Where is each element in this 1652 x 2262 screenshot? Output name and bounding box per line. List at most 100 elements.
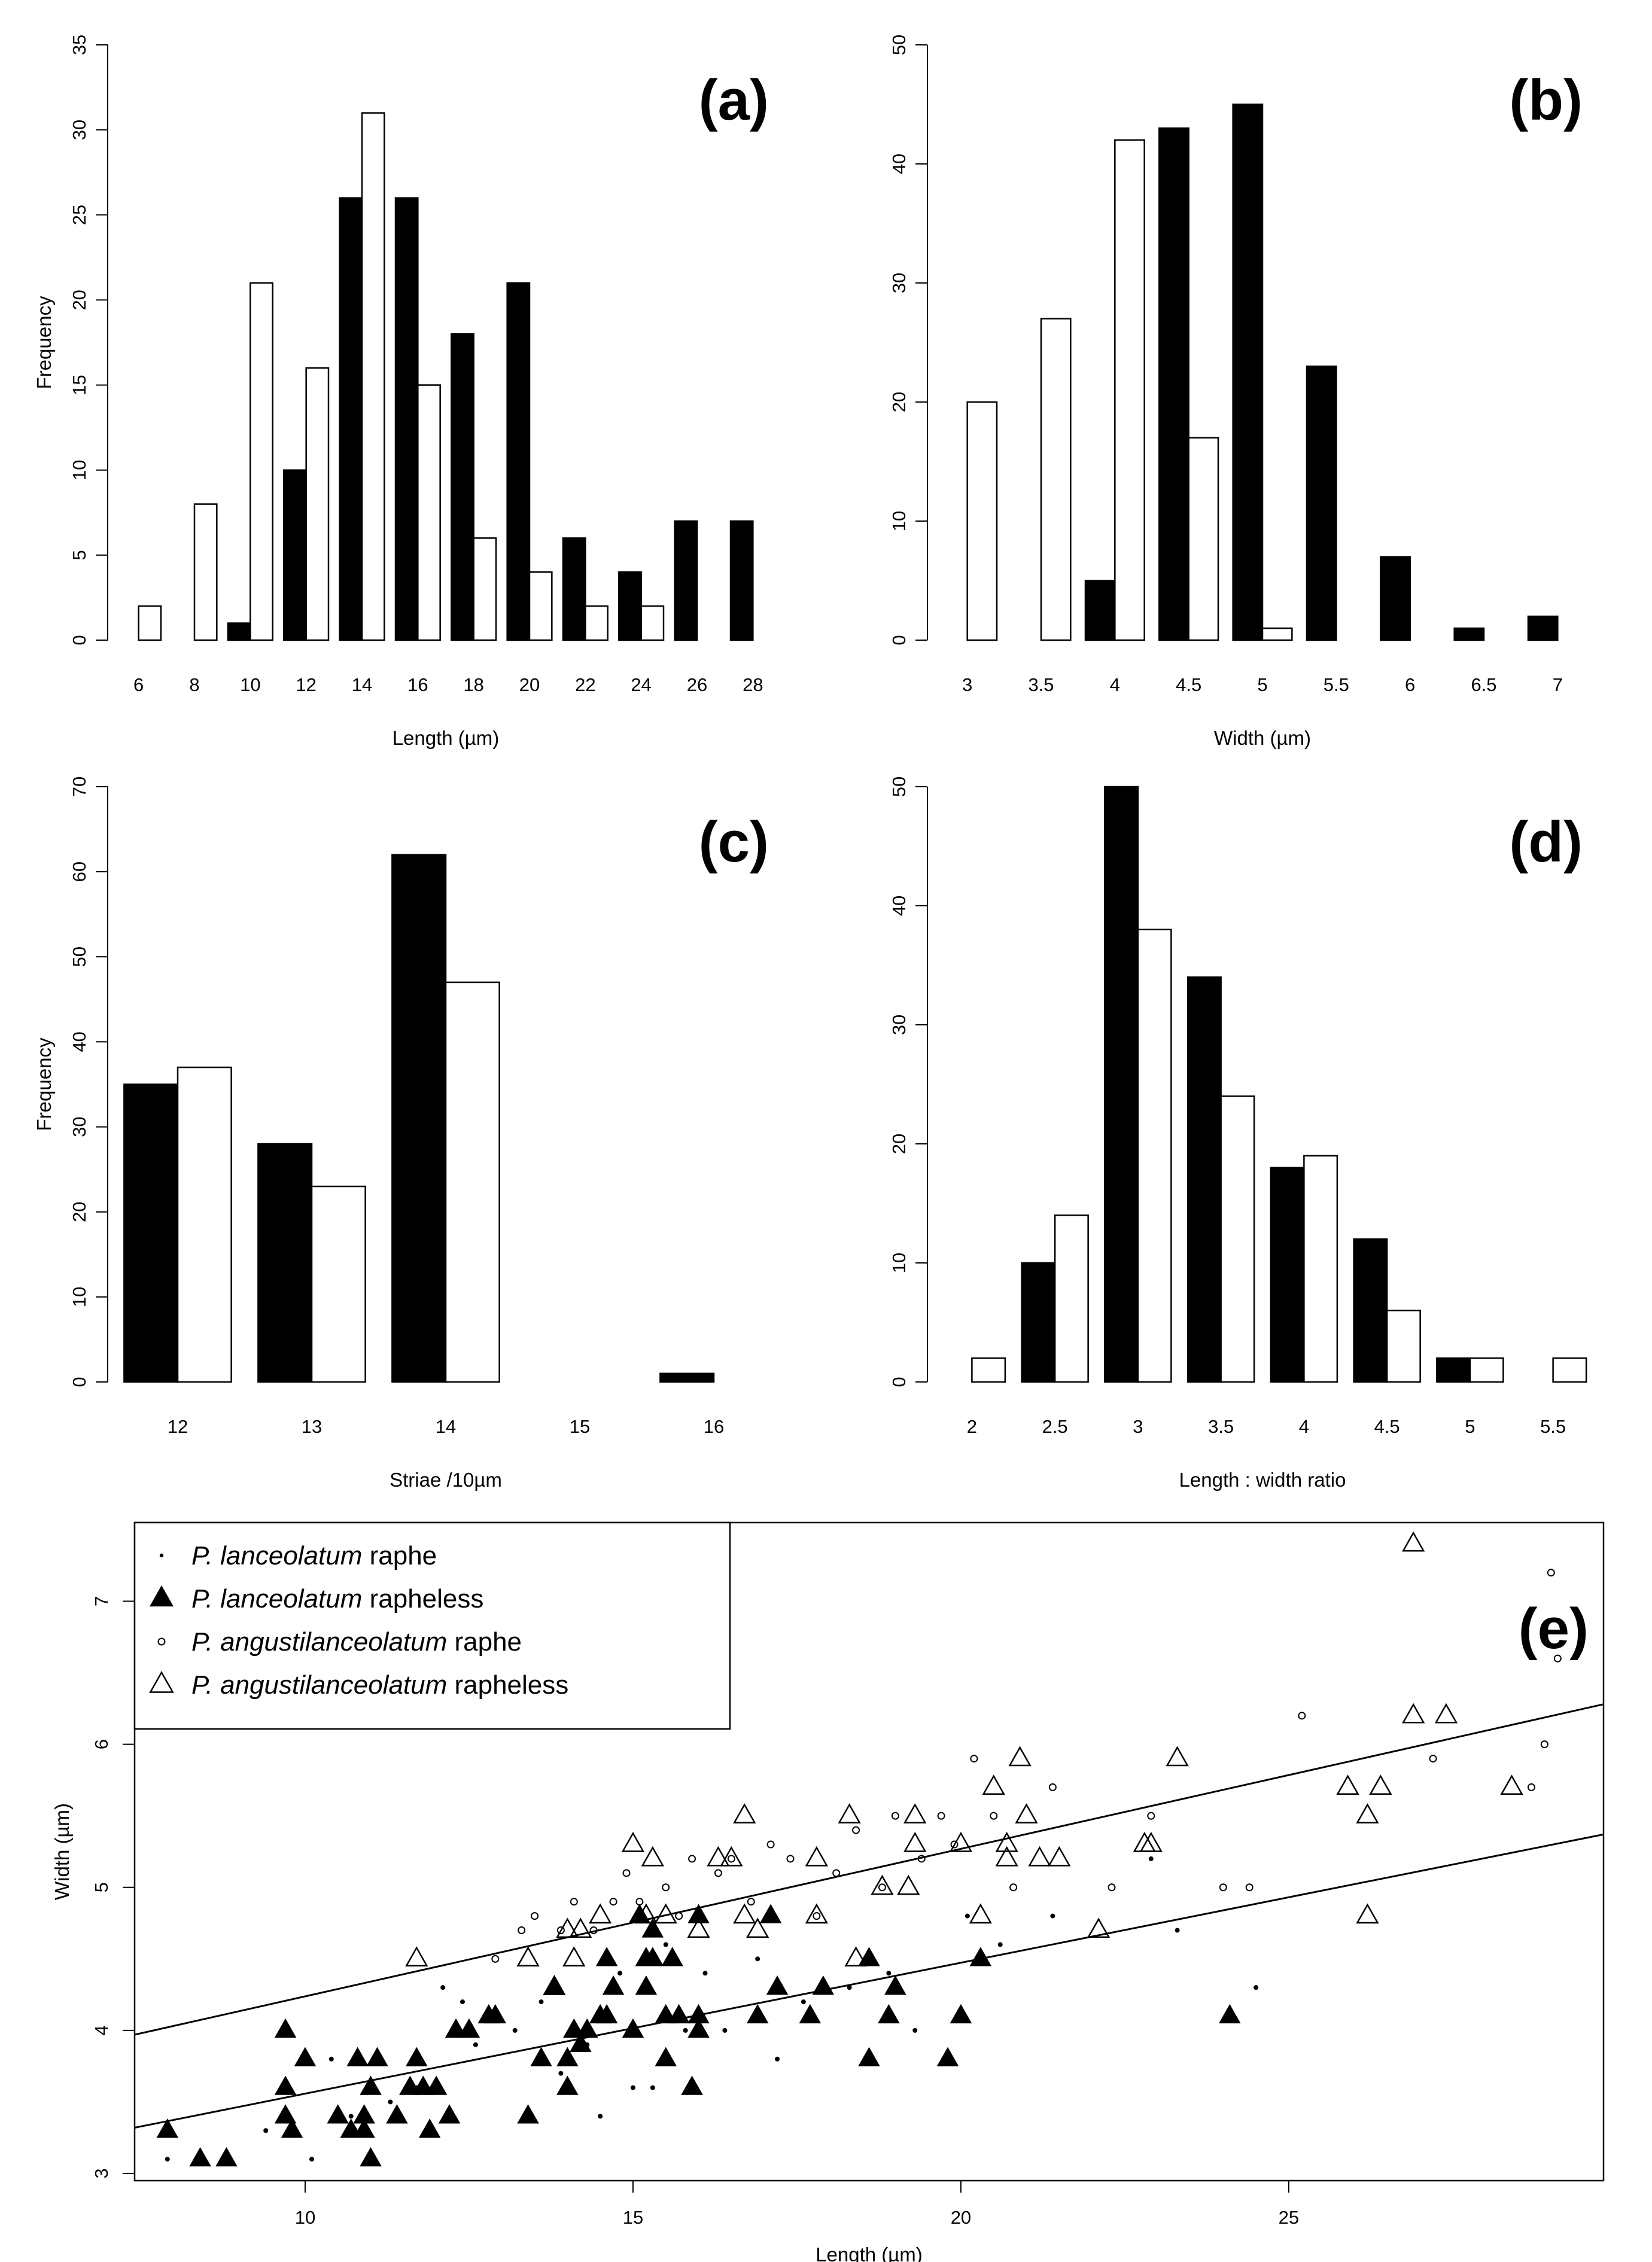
point-dot <box>630 2085 635 2090</box>
point-open-circle <box>556 1926 565 1935</box>
point-dot <box>165 2157 170 2162</box>
y-tick-label: 35 <box>69 35 90 55</box>
point-filled-triangle <box>969 1947 992 1966</box>
bar-light <box>585 605 609 641</box>
bar-dark <box>1380 556 1411 641</box>
x-tick-label: 8 <box>189 674 199 695</box>
histogram-striae: 0 10 20 30 40 50 60 70 Frequency 12 13 14 15 16 Striae… <box>33 777 769 1491</box>
y-tick-label: 5 <box>69 550 90 560</box>
point-open-triangle <box>1139 1831 1163 1852</box>
point-open-triangle <box>516 1946 540 1966</box>
plot-content <box>135 1531 1604 2167</box>
x-tick-label: 15 <box>570 1416 590 1437</box>
point-open-circle <box>1048 1783 1057 1791</box>
bar-dark <box>1158 127 1189 641</box>
legend-marker-dot <box>159 1553 164 1558</box>
point-open-triangle <box>969 1903 992 1924</box>
y-tick-label: 40 <box>889 154 909 174</box>
bar-light <box>1220 1095 1255 1383</box>
x-axis-label: Length : width ratio <box>1179 1469 1346 1491</box>
point-filled-triangle <box>622 2018 644 2038</box>
point-open-circle <box>970 1755 978 1763</box>
point-dot <box>328 2056 334 2062</box>
point-filled-triangle <box>746 2004 769 2024</box>
point-dot <box>847 1985 852 1990</box>
point-filled-triangle <box>569 2032 592 2052</box>
legend-marker-open-triangle <box>149 1671 174 1693</box>
bar-light <box>361 112 385 641</box>
legend-label: P. lanceolatum raphe <box>191 1541 437 1570</box>
point-open-circle <box>688 1855 696 1863</box>
bar-dark <box>1232 103 1264 641</box>
point-dot <box>1175 1928 1180 1933</box>
x-tick-label: 25 <box>1279 2207 1299 2228</box>
point-open-circle <box>1147 1812 1155 1820</box>
bar-light <box>177 1066 232 1383</box>
point-filled-triangle <box>687 1904 710 1923</box>
point-open-circle <box>491 1954 500 1963</box>
x-tick-label: 16 <box>704 1416 724 1437</box>
point-filled-triangle <box>595 2004 618 2024</box>
y-tick-label: 0 <box>889 635 909 645</box>
point-open-circle <box>518 1926 526 1935</box>
point-filled-triangle <box>484 2004 507 2024</box>
y-tick-label: 30 <box>889 1015 909 1035</box>
bar-dark <box>562 537 586 641</box>
x-tick-label: 4 <box>1299 1416 1309 1437</box>
point-open-triangle <box>1356 1803 1379 1823</box>
x-tick-label: 4.5 <box>1374 1416 1400 1437</box>
x-tick-label: 10 <box>295 2207 315 2228</box>
point-filled-triangle <box>425 2075 448 2095</box>
point-filled-triangle <box>858 2047 880 2066</box>
x-axis-label: Length (µm) <box>393 727 500 749</box>
point-filled-triangle <box>556 2075 579 2095</box>
legend-type: rapheless <box>447 1670 568 1700</box>
point-open-circle <box>622 1869 631 1877</box>
x-tick-label: 22 <box>575 674 595 695</box>
x-tick-label: 13 <box>302 1416 322 1437</box>
point-dot <box>912 2027 918 2033</box>
y-tick-label: 10 <box>889 511 909 531</box>
point-filled-triangle <box>595 1947 618 1966</box>
legend-species: P. lanceolatum <box>191 1541 362 1570</box>
point-filled-triangle <box>327 2104 349 2124</box>
point-dot <box>1254 1985 1259 1990</box>
bar-light <box>1188 437 1219 641</box>
point-filled-triangle <box>1219 2004 1241 2024</box>
point-open-triangle <box>1166 1746 1189 1767</box>
point-open-triangle <box>654 1903 677 1924</box>
point-open-triangle <box>903 1803 927 1823</box>
point-dot <box>263 2128 269 2133</box>
bar-light <box>193 503 218 641</box>
point-open-circle <box>714 1869 722 1877</box>
point-dot <box>801 1999 806 2005</box>
bar-light <box>528 571 553 641</box>
bar-dark <box>1527 615 1559 641</box>
bar-dark <box>123 1083 179 1383</box>
point-open-triangle <box>982 1774 1005 1795</box>
bar-light <box>1054 1214 1089 1383</box>
legend-species: P. angustilanceolatum <box>191 1670 447 1700</box>
y-tick-label: 3 <box>91 2168 112 2178</box>
bar-dark <box>391 854 447 1383</box>
point-open-triangle <box>805 1846 828 1867</box>
point-filled-triangle <box>274 2075 297 2095</box>
point-filled-triangle <box>681 2075 703 2095</box>
point-filled-triangle <box>950 2004 972 2024</box>
point-dot <box>650 2085 655 2090</box>
point-filled-triangle <box>405 2047 428 2066</box>
point-filled-triangle <box>274 2104 297 2124</box>
point-filled-triangle <box>766 1975 789 1995</box>
panel-label: (e) <box>1519 1597 1589 1661</box>
point-open-triangle <box>707 1846 730 1867</box>
point-open-triangle <box>1500 1774 1523 1795</box>
x-tick-label: 26 <box>687 674 707 695</box>
point-dot <box>440 1985 446 1990</box>
y-tick-label: 4 <box>91 2025 112 2035</box>
y-tick-label: 25 <box>69 205 90 225</box>
legend-label: P. angustilanceolatum raphe <box>191 1627 522 1657</box>
x-tick-label: 2.5 <box>1042 1416 1068 1437</box>
bar-light <box>305 367 330 641</box>
point-open-triangle <box>995 1831 1018 1852</box>
